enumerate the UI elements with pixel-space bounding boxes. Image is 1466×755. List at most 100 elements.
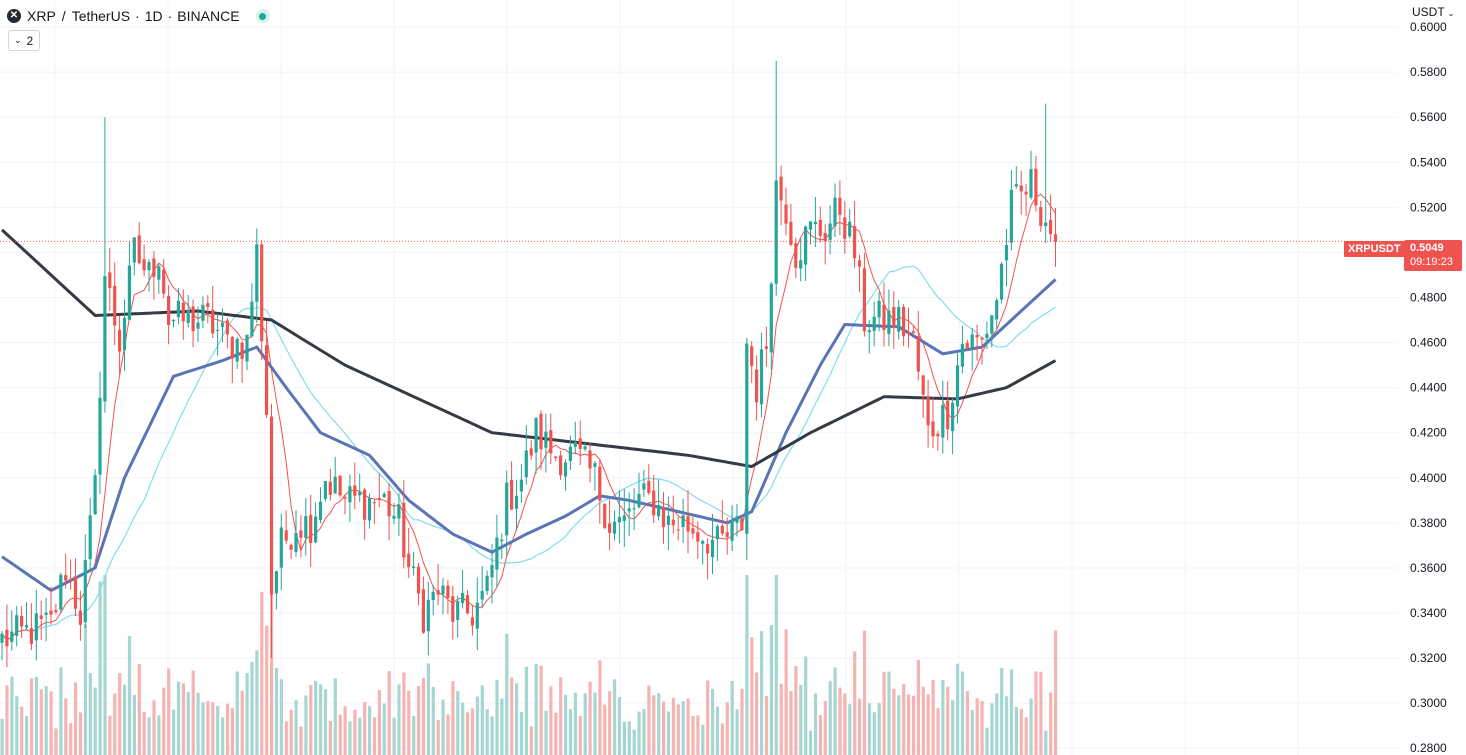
volume-bar — [328, 720, 332, 755]
candle-body — [524, 450, 528, 478]
candle — [230, 335, 234, 384]
candle-body — [583, 446, 587, 450]
candle-body — [201, 304, 205, 321]
candle — [818, 206, 822, 243]
volume-bar — [676, 704, 680, 755]
symbol-name[interactable]: XRP — [27, 8, 56, 24]
candle — [892, 291, 896, 349]
price-axis: 0.60000.58000.56000.54000.52000.50000.48… — [1410, 20, 1447, 755]
indicators-count: 2 — [26, 33, 34, 48]
interval-label[interactable]: 1D — [144, 8, 163, 24]
volume-bar — [990, 703, 994, 755]
candle-body — [936, 433, 940, 437]
candle-body — [764, 346, 768, 349]
volume-bar — [916, 659, 920, 755]
indicators-toggle-button[interactable]: ⌄ 2 — [8, 30, 41, 51]
candle — [598, 460, 602, 524]
volume-bar — [936, 708, 940, 755]
candle-body — [691, 528, 695, 534]
volume-bar — [828, 681, 832, 755]
candle — [0, 630, 4, 661]
candle-body — [951, 402, 955, 432]
candle — [122, 299, 127, 371]
candle — [931, 396, 935, 449]
candle — [965, 339, 969, 351]
candle — [49, 586, 53, 625]
candle-body — [593, 463, 597, 467]
candle — [926, 379, 930, 448]
candle — [39, 600, 43, 640]
candle — [451, 585, 455, 640]
candle-body — [514, 495, 519, 509]
candle-body — [382, 493, 386, 498]
volume-bar — [294, 700, 298, 755]
candle-body — [98, 397, 102, 475]
candle-body — [157, 266, 161, 280]
candle — [755, 355, 759, 421]
candle-body — [510, 479, 514, 510]
candle — [5, 604, 9, 668]
volume-bar — [696, 715, 700, 755]
candle-body — [1049, 219, 1053, 235]
candle — [872, 301, 876, 347]
candle-body — [980, 337, 984, 340]
candle-body — [485, 575, 489, 592]
volume-bar — [813, 693, 818, 755]
candle-body — [965, 342, 969, 349]
candle-body — [83, 560, 87, 623]
candle-body — [808, 221, 813, 230]
candle-body — [902, 306, 906, 337]
candle — [412, 551, 416, 576]
volume-bar — [706, 680, 710, 755]
candle-body — [186, 309, 190, 323]
candle — [951, 397, 955, 455]
candle-body — [500, 539, 504, 542]
candle — [353, 462, 357, 510]
candle-body — [15, 615, 19, 636]
volume-bar — [495, 679, 499, 755]
volume-bar — [123, 684, 127, 755]
candle — [813, 196, 817, 247]
candle-body — [906, 332, 911, 335]
volume-bar — [132, 694, 136, 755]
candle-body — [1034, 168, 1038, 206]
last-price-value: 0.5049 — [1410, 242, 1444, 254]
candle-body — [598, 466, 602, 501]
currency-button[interactable]: USDT ⌄ — [1412, 5, 1454, 19]
candle — [446, 580, 450, 614]
candle-body — [475, 602, 479, 629]
volume-bar — [1024, 717, 1028, 755]
volume-bar — [662, 701, 666, 755]
volume-bar — [441, 699, 445, 755]
volume-bar — [304, 695, 308, 755]
volume-bar — [314, 680, 318, 755]
candle-body — [568, 446, 572, 461]
volume-bar — [554, 712, 558, 755]
candle — [220, 308, 225, 343]
candle — [759, 332, 764, 418]
candle-body — [676, 529, 680, 531]
volume-bar — [333, 678, 337, 755]
candle-body — [240, 342, 244, 360]
volume-bar — [338, 714, 342, 755]
candle-body — [750, 346, 754, 366]
candle — [735, 503, 739, 537]
candle-body — [328, 481, 332, 495]
candle-body — [152, 258, 156, 277]
volume-bar — [892, 688, 896, 755]
candle — [372, 499, 376, 524]
volume-bar — [1000, 667, 1004, 755]
candle — [559, 450, 563, 480]
volume-bar — [613, 679, 617, 755]
candle-body — [358, 492, 362, 496]
candle — [181, 289, 185, 340]
candle — [186, 295, 190, 328]
volume-bar — [206, 701, 210, 755]
volume-bar — [255, 650, 259, 755]
volume-bar — [975, 698, 979, 755]
market-status-icon[interactable] — [255, 9, 270, 23]
price-tick-label: 0.5600 — [1410, 110, 1447, 124]
candle-body — [1000, 263, 1004, 300]
candle — [465, 590, 470, 615]
